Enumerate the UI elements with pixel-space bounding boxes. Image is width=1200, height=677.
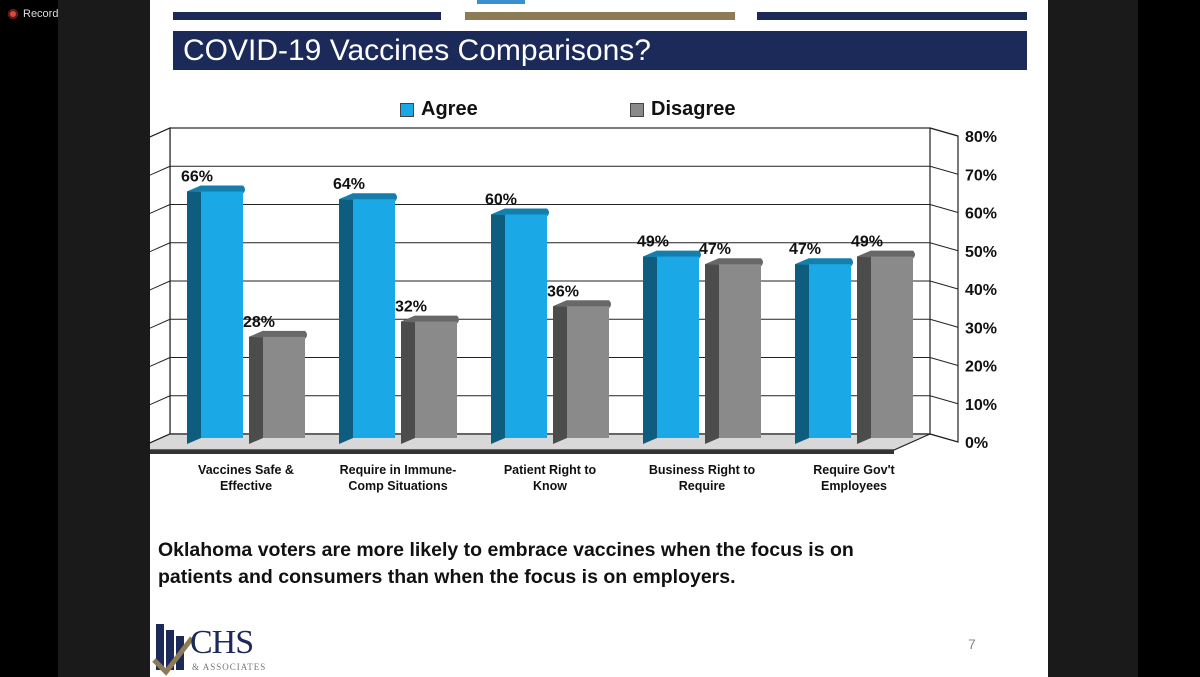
- header-strip-left: [173, 12, 441, 20]
- legend-label-disagree: Disagree: [651, 98, 736, 120]
- y-tick-label: 70%: [965, 167, 997, 184]
- category-label: Business Right to: [649, 463, 756, 477]
- chart-tick-mark: [929, 242, 959, 252]
- logo-graphic: [152, 624, 192, 676]
- y-tick-label: 80%: [965, 129, 997, 146]
- bar-chart: 0% 10% 20% 30% 40% 50% 60% 70% 80% 66% 28% Vaccines…: [150, 127, 997, 493]
- left-panel: [58, 0, 150, 677]
- bar-agree: [201, 191, 243, 438]
- data-label-disagree: 47%: [699, 241, 731, 258]
- bar-agree: [809, 264, 851, 438]
- bar-agree: [657, 256, 699, 438]
- chart-gridline-side: [150, 280, 171, 291]
- data-label-disagree: 32%: [395, 299, 427, 316]
- y-tick-label: 30%: [965, 320, 997, 337]
- y-tick-label: 10%: [965, 397, 997, 414]
- record-icon: [8, 9, 18, 19]
- chart-floor-edge: [150, 450, 894, 454]
- category-label: Employees: [821, 479, 887, 493]
- data-label-agree: 49%: [637, 234, 669, 251]
- category-label: Require: [679, 479, 726, 493]
- category-label: Patient Right to: [504, 463, 597, 477]
- legend-label-agree: Agree: [421, 98, 478, 120]
- chart-tick-mark: [929, 280, 959, 290]
- slide-title: COVID-19 Vaccines Comparisons?: [183, 34, 651, 67]
- bar-disagree-side: [705, 258, 719, 444]
- logo-text: CHS: [190, 624, 254, 661]
- title-bar: COVID-19 Vaccines Comparisons?: [173, 31, 1027, 70]
- bar-disagree: [871, 256, 913, 438]
- y-tick-label: 60%: [965, 206, 997, 223]
- legend-agree: Agree: [400, 98, 478, 121]
- bar-agree: [505, 214, 547, 438]
- page-number: 7: [968, 636, 976, 652]
- data-label-agree: 60%: [485, 192, 517, 209]
- chart-gridline-side: [150, 357, 171, 367]
- bar-agree-side: [491, 208, 505, 444]
- chart-tick-mark: [929, 318, 959, 328]
- chart-gridline-side: [150, 204, 171, 214]
- chart-gridline-side: [150, 395, 171, 406]
- company-logo: CHS & ASSOCIATES: [152, 618, 292, 677]
- bar-disagree: [263, 336, 305, 438]
- y-tick-label: 50%: [965, 244, 997, 261]
- chart-gridline-side: [150, 127, 171, 138]
- bar-disagree-side: [249, 330, 263, 444]
- category-label: Know: [533, 479, 567, 493]
- chart-gridline-side: [150, 242, 171, 253]
- bar-agree-side: [339, 193, 353, 444]
- data-label-agree: 66%: [181, 169, 213, 186]
- bar-agree-side: [643, 250, 657, 444]
- bar-agree-side: [795, 258, 809, 444]
- right-panel: [1048, 0, 1138, 677]
- chart-tick-mark: [929, 433, 959, 443]
- bar-disagree-side: [857, 250, 871, 444]
- presentation-slide: COVID-19 Vaccines Comparisons? Agree Dis…: [150, 0, 1048, 677]
- data-label-agree: 64%: [333, 176, 365, 193]
- legend-disagree: Disagree: [630, 98, 736, 121]
- category-label: Effective: [220, 479, 272, 493]
- bar-disagree-top: [553, 300, 611, 309]
- chart-tick-mark: [929, 165, 959, 175]
- y-tick-label: 40%: [965, 282, 997, 299]
- chart-tick-mark: [929, 204, 959, 213]
- category-label: Comp Situations: [348, 479, 447, 493]
- chart-gridline-side: [150, 318, 171, 329]
- category-label: Require Gov't: [813, 463, 895, 477]
- bar-disagree: [567, 306, 609, 438]
- chart-tick-mark: [929, 395, 959, 405]
- bar-agree: [353, 199, 395, 438]
- logo-subtext: & ASSOCIATES: [192, 662, 267, 672]
- bar-agree-side: [187, 185, 201, 445]
- bar-disagree-side: [553, 300, 567, 444]
- header-strip-center: [465, 12, 735, 20]
- summary-line-1: Oklahoma voters are more likely to embra…: [158, 539, 854, 561]
- bar-disagree: [415, 321, 457, 438]
- chart-gridline-side: [150, 165, 171, 176]
- data-label-agree: 47%: [789, 241, 821, 258]
- header-accent: [477, 0, 525, 4]
- summary-text: Oklahoma voters are more likely to embra…: [158, 537, 1038, 591]
- bar-disagree-side: [401, 315, 415, 444]
- summary-line-2: patients and consumers than when the foc…: [158, 566, 736, 588]
- bar-disagree: [719, 264, 761, 438]
- category-label: Vaccines Safe &: [198, 463, 294, 477]
- legend-swatch-disagree: [630, 102, 644, 117]
- chart-tick-mark: [929, 357, 959, 366]
- chart-tick-mark: [929, 127, 959, 137]
- header-strip-right: [757, 12, 1027, 20]
- data-label-disagree: 49%: [851, 234, 883, 251]
- data-label-disagree: 36%: [547, 283, 579, 300]
- y-tick-label: 20%: [965, 359, 997, 376]
- data-label-disagree: 28%: [243, 314, 275, 331]
- legend-swatch-agree: [400, 102, 414, 117]
- y-tick-label: 0%: [965, 435, 988, 452]
- category-label: Require in Immune-: [340, 463, 457, 477]
